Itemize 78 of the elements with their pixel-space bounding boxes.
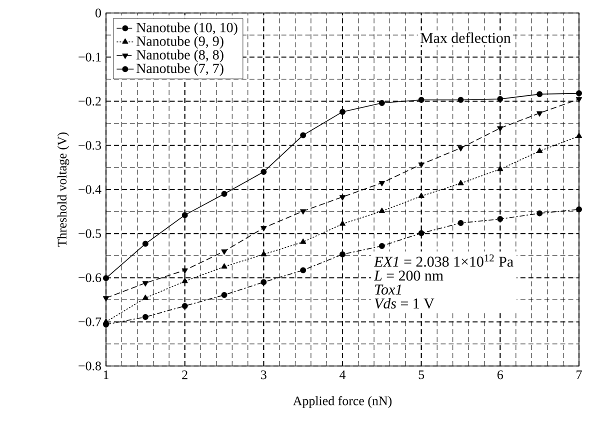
y-tick-label: −0.3: [78, 140, 101, 150]
point: [458, 180, 464, 186]
point: [340, 108, 346, 115]
x-tick-label: 6: [497, 370, 504, 380]
point: [260, 168, 267, 175]
y-axis-title: Threshold voltage (V): [57, 132, 70, 247]
point: [418, 192, 424, 198]
annotation: L = 200 nm: [374, 270, 444, 281]
point: [103, 275, 110, 282]
point: [418, 162, 424, 168]
legend-label: Nanotube (7, 7): [136, 63, 224, 76]
point: [260, 279, 267, 286]
point: [142, 281, 148, 286]
point: [576, 97, 582, 102]
y-tick-label: −0.2: [78, 96, 101, 106]
point: [536, 148, 543, 153]
point: [300, 267, 306, 274]
point: [182, 302, 188, 309]
point: [142, 314, 148, 320]
point: [182, 268, 188, 274]
point: [458, 146, 464, 152]
point: [536, 91, 543, 98]
x-axis-title: Applied force (nN): [293, 396, 392, 408]
x-tick-label: 5: [418, 370, 424, 380]
y-tick-label: −0.7: [78, 317, 102, 326]
point: [536, 111, 543, 117]
y-tick-label: −0.4: [78, 185, 102, 194]
legend-label: Nanotube (10, 10): [136, 22, 238, 36]
point: [103, 318, 110, 324]
point: [260, 250, 267, 256]
y-tick-label: −0.1: [78, 52, 101, 62]
point: [576, 90, 582, 96]
point: [260, 226, 267, 232]
point: [378, 180, 385, 186]
legend-label: Nanotube (9, 9): [136, 36, 224, 49]
y-tick-label: −0.8: [78, 362, 101, 370]
x-tick-label: 7: [576, 370, 582, 379]
point: [300, 132, 306, 138]
point: [576, 132, 582, 138]
y-tick-label: −0.5: [78, 229, 101, 238]
x-tick-label: 1: [104, 370, 108, 380]
point: [340, 220, 346, 226]
y-tick-label: −0.6: [78, 273, 102, 282]
x-tick-label: 4: [340, 370, 346, 380]
legend-label: Nanotube (8, 8): [136, 50, 224, 62]
annotation: Tox1: [375, 284, 401, 295]
point: [300, 209, 306, 215]
point: [300, 238, 306, 244]
annotation: EX1 = 2.038 1×10$^{12}$ Pa: [374, 254, 514, 267]
point: [536, 210, 543, 216]
x-tick-label: 2: [182, 370, 188, 380]
point: [221, 190, 228, 197]
point: [182, 278, 188, 284]
annotation: Vds = 1 V: [374, 298, 434, 309]
point: [497, 216, 504, 222]
point: [497, 166, 504, 172]
point: [142, 240, 148, 247]
point: [418, 230, 424, 236]
x-tick-label: 3: [261, 370, 266, 380]
point: [378, 208, 385, 214]
point: [103, 296, 110, 302]
annotation: Max deflection: [420, 32, 511, 44]
point: [576, 206, 582, 212]
point: [418, 96, 424, 103]
point: [340, 251, 346, 258]
point: [221, 263, 228, 269]
point: [458, 220, 464, 226]
point: [497, 126, 504, 132]
point: [378, 242, 385, 249]
point: [378, 100, 385, 106]
point: [142, 294, 148, 300]
point: [221, 292, 228, 298]
point: [340, 195, 346, 200]
point: [458, 96, 464, 103]
y-tick-label: 0: [96, 8, 101, 18]
point: [497, 96, 504, 102]
point: [221, 249, 228, 255]
point: [182, 212, 188, 218]
